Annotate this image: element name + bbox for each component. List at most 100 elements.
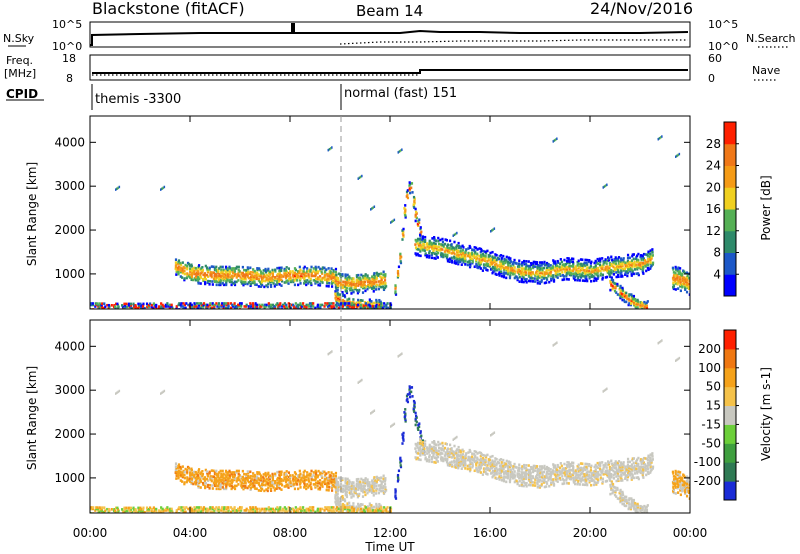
velocity-echo-cell [500, 478, 503, 482]
power-echo-cell [215, 274, 218, 278]
power-echo-cell [572, 263, 575, 267]
velocity-echo-cell [420, 449, 423, 453]
power-echo-cell [361, 305, 364, 308]
velocity-echo-cell [683, 489, 686, 492]
velocity-echo-cell [335, 480, 338, 484]
power-echo-cell [413, 206, 416, 209]
velocity-echo-cell [448, 455, 451, 459]
velocity-echo-cell [408, 385, 411, 388]
velocity-echo-cell [489, 472, 493, 475]
power-echo-cell [632, 300, 635, 304]
power-echo-cell [269, 305, 272, 308]
power-echo-cell [451, 261, 454, 264]
velocity-echo-cell [445, 442, 449, 446]
velocity-echo-cell [312, 478, 315, 482]
power-echo-cell [251, 274, 254, 277]
velocity-echo-cell [271, 484, 274, 488]
power-echo-cell [430, 244, 433, 248]
power-echo-cell [363, 286, 366, 290]
power-echo-cell [450, 256, 453, 260]
power-echo-cell [323, 266, 326, 270]
power-echo-cell [619, 295, 622, 298]
velocity-echo-cell [410, 386, 414, 389]
power-echo-cell [197, 264, 201, 267]
velocity-echo-cell [257, 483, 261, 486]
velocity-echo-cell [619, 494, 622, 498]
velocity-echo-cell [240, 475, 243, 479]
velocity-echo-cell [334, 496, 337, 500]
velocity-echo-cell [306, 471, 309, 474]
power-echo-cell [263, 305, 266, 308]
power-echo-cell [545, 267, 549, 271]
power-echo-cell [292, 276, 295, 279]
power-echo-cell [276, 302, 279, 305]
velocity-echo-cell [321, 476, 324, 479]
power-echo-cell [476, 254, 479, 257]
power-echo-cell [259, 305, 262, 308]
velocity-echo-cell [396, 473, 400, 477]
power-echo-cell [457, 241, 460, 245]
velocity-echo-cell [379, 483, 382, 487]
velocity-echo-cell [575, 472, 578, 475]
power-echo-cell [346, 273, 349, 277]
power-echo-cell [495, 267, 498, 271]
velocity-echo-cell [592, 483, 596, 487]
power-echo-cell [211, 271, 214, 274]
velocity-echo-cell [647, 454, 650, 458]
power-echo-cell [541, 268, 544, 272]
power-echo-cell [421, 240, 425, 243]
power-echo-cell [222, 305, 225, 308]
velocity-echo-cell [419, 452, 422, 456]
velocity-echo-cell [641, 515, 643, 518]
power-echo-cell [281, 305, 284, 308]
velocity-echo-cell [556, 474, 559, 477]
velocity-echo-cell [318, 486, 322, 490]
velocity-echo-cell [193, 473, 196, 477]
velocity-echo-cell [317, 469, 320, 473]
power-echo-cell [197, 267, 200, 270]
power-echo-cell [531, 280, 535, 283]
velocity-echo-cell [567, 461, 570, 464]
power-echo-cell [504, 261, 507, 265]
velocity-echo-cell [271, 481, 274, 485]
velocity-echo-cell [212, 469, 215, 473]
power-echo-cell [372, 287, 376, 290]
power-echo-cell [493, 269, 496, 273]
power-echo-cell [548, 280, 551, 284]
power-echo-cell [552, 259, 555, 262]
power-echo-cell [444, 238, 447, 241]
power-echo-cell [585, 269, 588, 272]
power-echo-cell [557, 261, 560, 265]
power-echo-cell [569, 258, 572, 262]
power-echo-cell [194, 278, 198, 282]
velocity-echo-cell [685, 494, 689, 498]
velocity-echo-cell [564, 470, 567, 473]
power-echo-cell [574, 278, 577, 282]
velocity-echo-cell [646, 466, 649, 470]
power-echo-cell [344, 277, 347, 281]
power-echo-cell [285, 303, 288, 307]
velocity-echo-cell [556, 468, 559, 471]
velocity-echo-cell [523, 465, 526, 468]
power-echo-cell [687, 287, 690, 290]
velocity-echo-cell [479, 471, 482, 474]
power-echo-cell [633, 265, 636, 268]
velocity-echo-cell [306, 474, 309, 477]
velocity-echo-cell [641, 511, 644, 513]
velocity-echo-cell [480, 459, 483, 462]
power-echo-cell [177, 265, 180, 268]
velocity-echo-cell [303, 475, 307, 479]
power-echo-cell [498, 263, 501, 267]
velocity-echo-cell [574, 479, 577, 483]
power-echo-cell [190, 263, 193, 267]
power-echo-cell [186, 264, 189, 268]
velocity-echo-cell [642, 476, 645, 479]
power-echo-cell [630, 259, 634, 262]
power-echo-cell [263, 273, 266, 277]
power-echo-cell [286, 306, 289, 309]
power-echo-cell [133, 305, 136, 309]
power-echo-cell [380, 272, 383, 276]
velocity-echo-cell [601, 470, 604, 473]
power-echo-cell [195, 268, 198, 272]
y-tick-label: 3000 [54, 179, 85, 193]
